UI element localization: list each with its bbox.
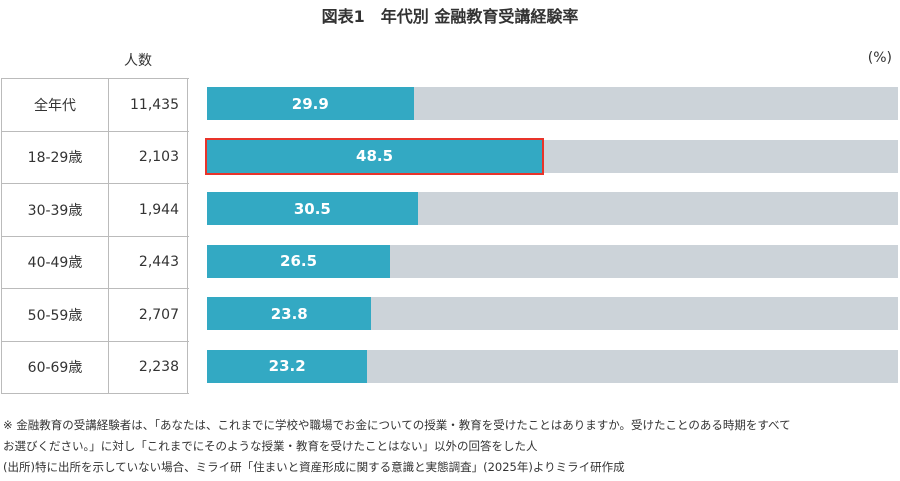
data-label: 29.9: [291, 94, 329, 113]
bar: 29.9: [207, 87, 414, 120]
bar: 26.5: [207, 244, 391, 278]
bar-track: 26.5: [207, 244, 898, 278]
count-value: 2,238: [109, 341, 188, 393]
category-label: 50-59歳: [2, 289, 109, 341]
category-label: 30-39歳: [2, 184, 109, 236]
category-label: 40-49歳: [2, 236, 109, 288]
data-label: 23.2: [268, 357, 306, 375]
bar: 23.8: [207, 297, 372, 330]
table-row: 30-39歳 1,944: [2, 184, 189, 237]
table-row: 50-59歳 2,707: [2, 289, 189, 342]
count-value: 2,707: [109, 289, 188, 341]
chart-title: 図表1 年代別 金融教育受講経験率: [321, 7, 579, 26]
category-label: 60-69歳: [2, 341, 109, 393]
category-table: 全年代 11,435 18-29歳 2,103 30-39歳 1,944 40-49歳 2,4…: [1, 78, 189, 394]
bar: 23.2: [207, 349, 368, 383]
footnote: ※ 金融教育の受講経験者は、「あなたは、これまでに学校や職場でお金についての授業…: [3, 418, 791, 432]
bar-track: 29.9: [207, 87, 898, 120]
count-header: 人数: [124, 53, 152, 69]
table-row: 18-29歳 2,103: [2, 131, 189, 184]
data-label: 48.5: [356, 147, 394, 165]
count-value: 2,443: [109, 236, 188, 288]
unit-label: (%): [867, 50, 892, 66]
bar-track: 23.8: [207, 297, 898, 330]
footnote: お選びください。」に対し「これまでにそのような授業・教育を受けたことはない」以外…: [3, 439, 538, 453]
category-label: 全年代: [2, 79, 109, 131]
bar-track: 48.5: [204, 137, 898, 175]
data-label: 23.8: [270, 304, 308, 323]
table-row: 60-69歳 2,238: [2, 341, 189, 394]
category-label: 18-29歳: [2, 131, 109, 183]
count-value: 1,944: [109, 184, 188, 236]
bar: 48.5: [204, 137, 545, 175]
bar-track: 30.5: [207, 192, 898, 225]
footnote: (出所)特に出所を示していない場合、ミライ研「住まいと資産形成に関する意識と実態…: [3, 460, 625, 474]
count-value: 2,103: [109, 131, 188, 183]
data-label: 26.5: [280, 252, 318, 270]
table-row: 全年代 11,435: [2, 79, 189, 132]
data-label: 30.5: [293, 199, 331, 218]
table-row: 40-49歳 2,443: [2, 236, 189, 289]
footnotes: ※ 金融教育の受講経験者は、「あなたは、これまでに学校や職場でお金についての授業…: [3, 415, 791, 478]
bar: 30.5: [207, 192, 418, 225]
bar-track: 23.2: [207, 349, 898, 383]
count-value: 11,435: [109, 79, 188, 131]
